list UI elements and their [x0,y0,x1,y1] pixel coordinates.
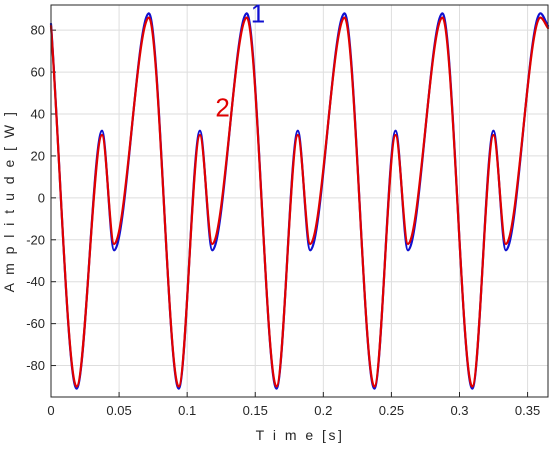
x-tick-labels: 0 0.05 0.1 0.15 0.2 0.25 0.3 0.35 [47,403,540,418]
y-axis-label: A m p l i t u d e [ W ] [1,110,17,293]
series-label-1: 1 [251,0,265,28]
grid [50,5,548,397]
series-annotations: 12 [215,0,265,123]
x-tick-label: 0.1 [178,403,196,418]
y-tick-label: -60 [26,316,45,331]
y-tick-label: 40 [31,107,45,122]
series-line-2 [49,16,550,388]
y-tick-label: 20 [31,148,45,163]
series-label-2: 2 [215,93,229,123]
x-tick-label: 0 [47,403,54,418]
y-tick-label: 80 [31,23,45,38]
x-tick-label: 0.15 [243,403,268,418]
y-tick-label: -40 [26,274,45,289]
y-tick-label: 60 [31,65,45,80]
plot-area [51,5,548,397]
y-tick-labels: 80 60 40 20 0 -20 -40 -60 -80 [26,23,45,373]
x-tick-label: 0.25 [379,403,404,418]
x-tick-label: 0.3 [450,403,468,418]
series-layer [49,12,550,390]
x-tick-label: 0.2 [314,403,332,418]
plot-frame [50,4,549,398]
y-tick-label: 0 [38,190,45,205]
x-tick-label: 0.35 [515,403,540,418]
x-tick-label: 0.05 [106,403,131,418]
y-tick-label: -80 [26,358,45,373]
y-tick-label: -20 [26,232,45,247]
x-axis-label: T i m e [s] [256,427,345,443]
